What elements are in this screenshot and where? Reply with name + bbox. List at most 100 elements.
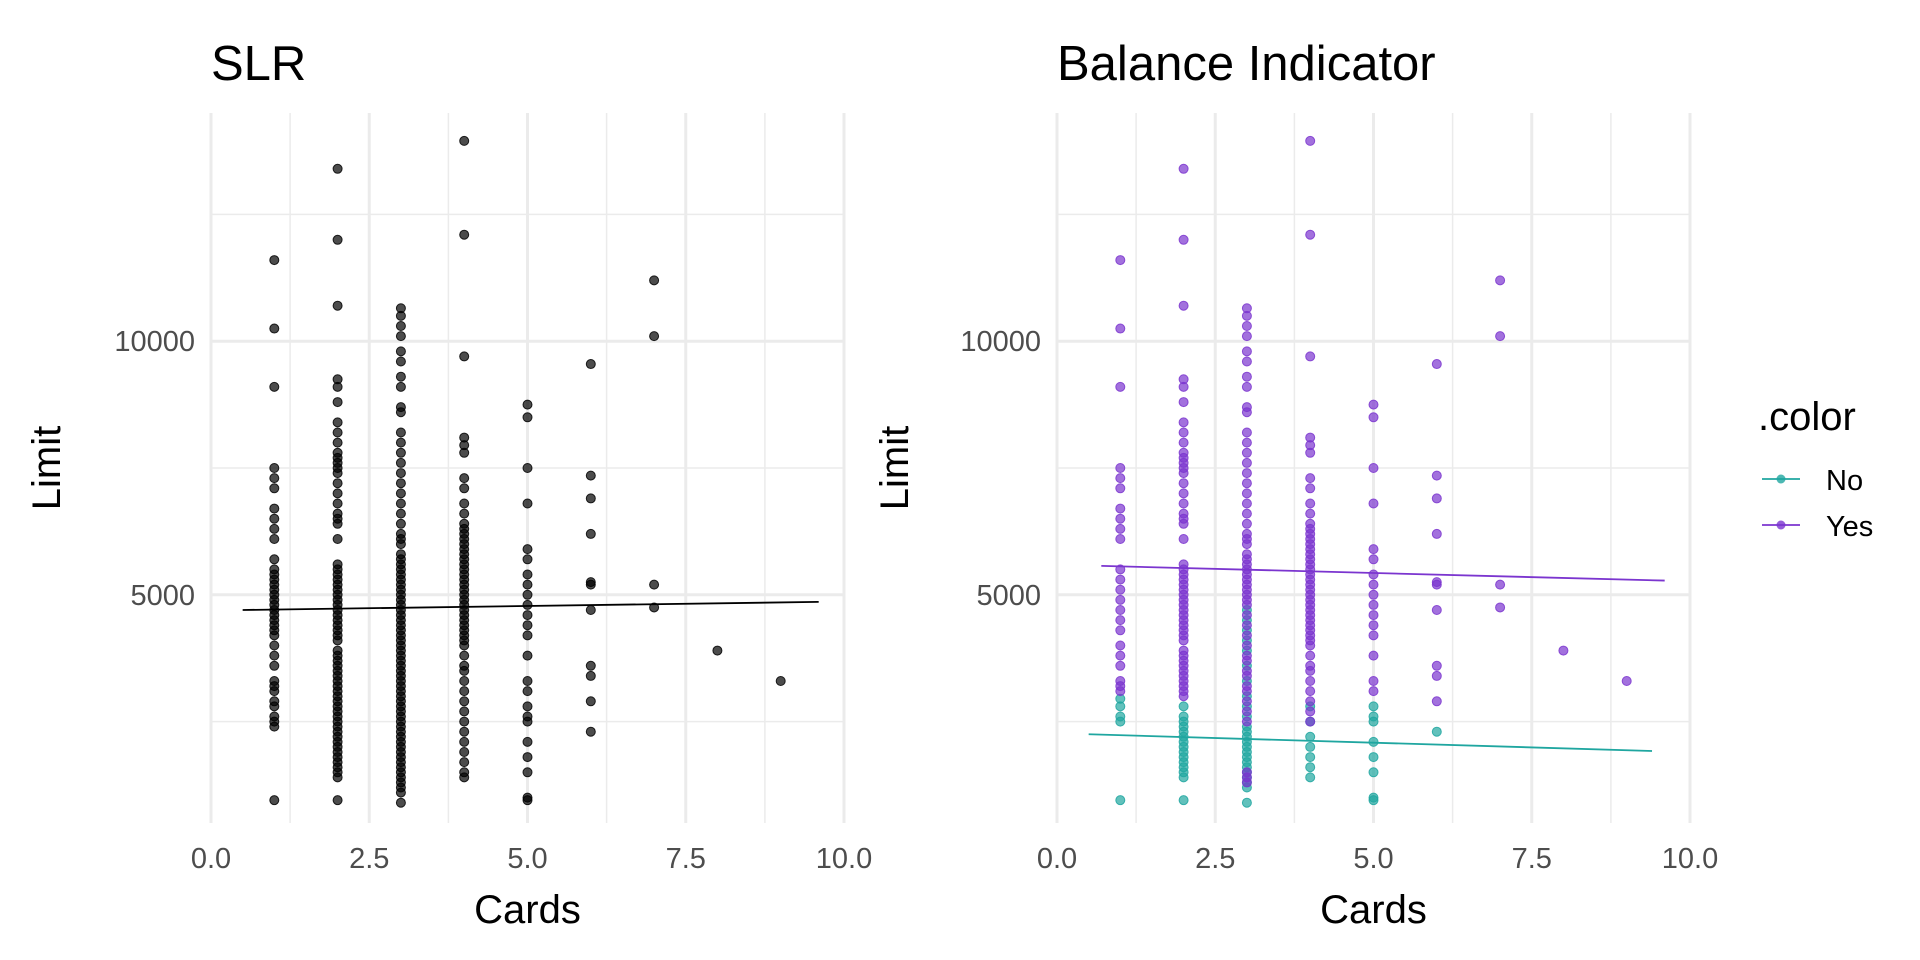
data-point — [459, 473, 470, 484]
data-point — [1115, 615, 1126, 626]
data-point — [1241, 610, 1252, 621]
data-point — [1241, 539, 1252, 550]
data-point — [459, 483, 470, 494]
data-point — [1115, 323, 1126, 334]
data-point — [1305, 483, 1316, 494]
legend-key-point — [1776, 474, 1786, 484]
fit-line-yes — [1101, 564, 1665, 582]
data-point — [1241, 468, 1252, 479]
data-point — [1368, 752, 1379, 763]
data-point — [395, 346, 406, 357]
data-point — [1368, 620, 1379, 631]
data-point — [1368, 399, 1379, 410]
data-point — [459, 447, 470, 458]
data-point — [585, 726, 596, 737]
data-point — [1178, 518, 1189, 529]
legend-title: .color — [1758, 395, 1856, 439]
data-point — [1305, 696, 1316, 707]
data-point — [459, 696, 470, 707]
data-point — [1241, 437, 1252, 448]
data-point — [1178, 534, 1189, 544]
data-point — [1368, 676, 1379, 686]
data-point — [395, 468, 406, 479]
data-point — [1305, 676, 1316, 686]
data-point — [1115, 503, 1126, 514]
data-point — [1115, 463, 1126, 473]
data-point — [1431, 493, 1442, 504]
data-point — [1305, 229, 1316, 240]
data-point — [1115, 795, 1126, 806]
chart-panel-2: 0.0 2.5 5.0 7.5 10.0 5000 10000 Balance Indicat… — [873, 37, 1718, 932]
x-tick-label: 2.5 — [1195, 843, 1235, 875]
data-point — [269, 640, 280, 651]
x-tick-label: 0.0 — [191, 843, 231, 875]
data-point — [269, 503, 280, 514]
data-point — [332, 795, 343, 806]
data-point — [1241, 488, 1252, 499]
data-point — [459, 351, 470, 362]
data-point — [1368, 610, 1379, 621]
data-point — [1431, 579, 1442, 590]
data-point — [269, 381, 280, 392]
data-point — [1241, 797, 1252, 808]
data-point — [269, 255, 280, 266]
data-point — [1115, 660, 1126, 671]
series-points-1 — [269, 135, 786, 808]
data-point — [1431, 696, 1442, 707]
data-point — [269, 523, 280, 534]
data-point — [1368, 767, 1379, 778]
data-point — [522, 767, 533, 778]
data-point — [269, 660, 280, 671]
data-point — [1431, 670, 1442, 681]
data-point — [1305, 351, 1316, 362]
data-point — [1241, 498, 1252, 509]
data-point — [332, 534, 343, 544]
data-point — [1178, 234, 1189, 245]
data-point — [395, 356, 406, 367]
data-point — [1241, 346, 1252, 357]
x-tick-label: 10.0 — [816, 843, 872, 875]
data-point — [395, 787, 406, 798]
data-point — [1178, 488, 1189, 499]
data-point — [585, 493, 596, 504]
data-point — [1431, 605, 1442, 615]
data-point — [585, 579, 596, 590]
chart-title: SLR — [211, 37, 306, 91]
data-point — [1241, 696, 1252, 707]
data-point — [459, 498, 470, 509]
data-point — [522, 716, 533, 727]
legend: .color No Yes — [1758, 395, 1873, 543]
data-point — [1115, 686, 1126, 697]
data-point — [522, 554, 533, 565]
x-tick-label: 0.0 — [1037, 843, 1077, 875]
data-point — [1241, 310, 1252, 321]
data-point — [1305, 650, 1316, 661]
data-point — [395, 310, 406, 321]
y-tick-label: 10000 — [960, 326, 1041, 358]
data-point — [269, 650, 280, 661]
data-point — [1368, 554, 1379, 565]
data-point — [585, 660, 596, 671]
data-point — [1115, 640, 1126, 651]
data-point — [395, 478, 406, 489]
data-point — [1305, 762, 1316, 773]
chart-title: Balance Indicator — [1057, 37, 1436, 91]
fit-line — [242, 600, 819, 611]
data-point — [1178, 163, 1189, 174]
x-axis-title: Cards — [1320, 888, 1427, 932]
data-point — [1368, 716, 1379, 727]
data-point — [395, 539, 406, 550]
data-point — [1115, 701, 1126, 712]
data-point — [1241, 371, 1252, 382]
x-tick-label: 10.0 — [1662, 843, 1718, 875]
data-point — [1178, 468, 1189, 479]
data-point — [585, 605, 596, 615]
data-point — [1115, 534, 1126, 544]
data-point — [1241, 599, 1252, 610]
data-point — [395, 427, 406, 438]
data-point — [522, 752, 533, 763]
data-point — [1241, 706, 1252, 717]
data-point — [395, 457, 406, 468]
data-point — [1368, 579, 1379, 590]
data-point — [1368, 412, 1379, 423]
